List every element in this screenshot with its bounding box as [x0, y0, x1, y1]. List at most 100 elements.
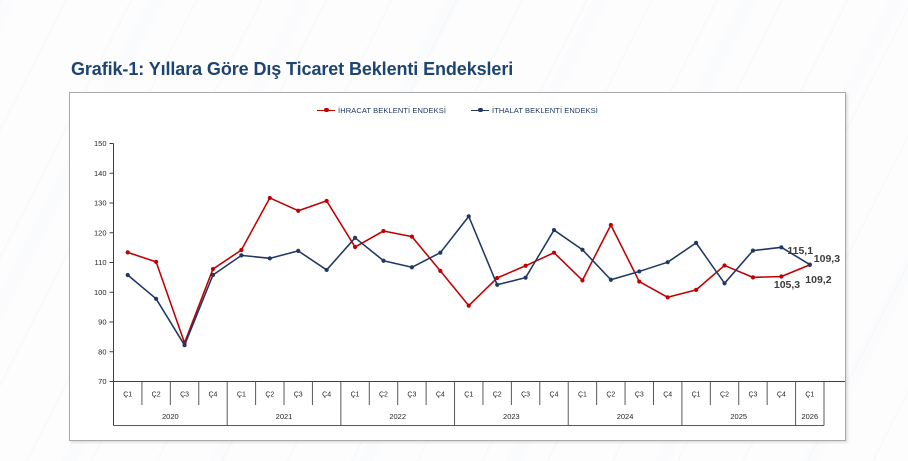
y-axis-tick-label: 130 — [94, 199, 107, 208]
series-marker-ihracat — [495, 275, 500, 281]
legend-dot-ihracat-icon — [324, 107, 329, 113]
x-axis-quarter-label: Ç3 — [294, 392, 303, 399]
x-axis-quarter-label: Ç2 — [493, 392, 502, 399]
series-marker-ihracat — [779, 274, 784, 279]
series-marker-ithalat — [637, 269, 642, 274]
x-axis-year-label: 2023 — [503, 412, 520, 421]
legend-dot-ithalat-icon — [478, 107, 483, 113]
chart-legend: İHRACAT BEKLENTİ ENDEKSİ İTHALAT BEKLENT… — [70, 106, 845, 115]
series-marker-ithalat — [154, 296, 159, 301]
series-marker-ithalat — [779, 245, 784, 250]
series-marker-ithalat — [267, 256, 272, 261]
series-marker-ithalat — [551, 227, 557, 233]
x-axis-quarter-label: Ç4 — [777, 392, 786, 399]
series-marker-ithalat — [324, 267, 329, 273]
x-axis-quarter-label: Ç3 — [407, 392, 416, 399]
y-axis-tick-label: 150 — [94, 139, 107, 148]
page-title: Grafik-1: Yıllara Göre Dış Ticaret Bekle… — [71, 59, 514, 79]
legend-item-ithalat: İTHALAT BEKLENTİ ENDEKSİ — [471, 106, 598, 115]
series-marker-ihracat — [381, 228, 386, 234]
x-axis-quarter-label: Ç2 — [379, 392, 388, 399]
series-marker-ithalat — [694, 240, 699, 245]
series-marker-ithalat — [182, 343, 187, 348]
series-marker-ithalat — [239, 253, 244, 258]
x-axis-quarter-label: Ç1 — [464, 392, 473, 399]
x-axis-quarter-label: Ç2 — [152, 392, 161, 399]
data-label: 115,1 — [787, 245, 813, 257]
series-marker-ithalat — [722, 281, 727, 286]
x-axis-quarter-label: Ç4 — [436, 392, 445, 399]
series-marker-ihracat — [324, 198, 329, 204]
series-marker-ihracat — [637, 279, 642, 284]
x-axis-year-label: 2021 — [276, 412, 293, 421]
x-axis-quarter-label: Ç4 — [550, 392, 559, 399]
series-marker-ithalat — [466, 214, 471, 219]
series-line-ihracat — [127, 197, 811, 344]
legend-label-ithalat: İTHALAT BEKLENTİ ENDEKSİ — [492, 105, 598, 115]
series-marker-ithalat — [580, 247, 585, 252]
series-marker-ithalat — [608, 277, 613, 282]
series-marker-ihracat — [523, 263, 528, 268]
legend-label-ihracat: İHRACAT BEKLENTİ ENDEKSİ — [338, 105, 447, 115]
series-marker-ihracat — [750, 275, 756, 280]
series-marker-ihracat — [409, 234, 415, 239]
x-axis-quarter-label: Ç3 — [180, 392, 189, 399]
series-marker-ihracat — [608, 222, 613, 228]
series-marker-ihracat — [438, 268, 443, 273]
x-axis-quarter-label: Ç1 — [351, 392, 360, 399]
series-marker-ithalat — [665, 260, 670, 265]
series-marker-ihracat — [665, 295, 670, 300]
series-marker-ihracat — [466, 303, 471, 308]
chart-container: İHRACAT BEKLENTİ ENDEKSİ İTHALAT BEKLENT… — [69, 92, 846, 441]
x-axis-quarter-label: Ç1 — [123, 392, 132, 399]
legend-marker-ihracat — [317, 107, 336, 114]
series-marker-ithalat — [523, 275, 528, 280]
x-axis-year-label: 2024 — [617, 412, 634, 421]
x-axis-quarter-label: Ç1 — [578, 392, 587, 399]
series-marker-ithalat — [495, 282, 500, 287]
x-axis-quarter-label: Ç4 — [208, 392, 217, 399]
series-marker-ihracat — [352, 244, 358, 250]
series-marker-ihracat — [210, 266, 216, 272]
x-axis-quarter-label: Ç2 — [606, 392, 615, 399]
x-axis-year-label: 2020 — [162, 412, 179, 421]
legend-item-ihracat: İHRACAT BEKLENTİ ENDEKSİ — [317, 106, 446, 115]
x-axis-quarter-label: Ç1 — [692, 392, 701, 399]
series-marker-ithalat — [409, 265, 415, 270]
series-marker-ithalat — [125, 272, 130, 278]
y-axis-tick-label: 110 — [95, 258, 107, 267]
x-axis-quarter-label: Ç1 — [237, 392, 246, 399]
series-marker-ithalat — [352, 235, 358, 240]
x-axis-year-label: 2022 — [389, 412, 406, 421]
x-axis-quarter-label: Ç4 — [663, 392, 672, 399]
x-axis-quarter-label: Ç2 — [720, 392, 729, 399]
series-marker-ihracat — [154, 259, 159, 264]
data-label: 105,3 — [774, 279, 800, 291]
x-axis-year-label: 2025 — [730, 412, 747, 421]
x-axis-quarter-label: Ç1 — [805, 392, 814, 399]
x-axis-quarter-label: Ç3 — [521, 392, 530, 399]
series-marker-ithalat — [807, 262, 812, 267]
y-axis-tick-label: 140 — [94, 169, 107, 178]
series-marker-ithalat — [296, 248, 301, 253]
series-marker-ithalat — [210, 272, 216, 278]
series-marker-ihracat — [551, 250, 557, 255]
series-marker-ihracat — [296, 208, 301, 213]
x-axis-quarter-label: Ç4 — [322, 392, 331, 399]
data-label: 109,3 — [814, 253, 840, 265]
series-marker-ithalat — [750, 248, 756, 253]
data-label: 109,2 — [805, 274, 831, 286]
series-marker-ihracat — [694, 287, 699, 292]
line-chart-plot: 70 80 90 100 110 120 130 140 150 Ç1 Ç2 Ç3 Ç4 2020 Ç1 Ç2… — [94, 139, 845, 426]
series-marker-ihracat — [722, 263, 727, 268]
y-axis-tick-label: 120 — [94, 228, 107, 237]
legend-marker-ithalat — [471, 107, 490, 114]
series-marker-ihracat — [125, 250, 130, 255]
x-axis-year-label: 2026 — [801, 412, 818, 421]
x-axis-quarter-label: Ç2 — [265, 392, 274, 399]
series-marker-ihracat — [267, 195, 272, 201]
series-marker-ihracat — [239, 247, 244, 253]
y-axis-tick-label: 90 — [98, 318, 106, 327]
y-axis-tick-label: 70 — [98, 377, 106, 386]
x-axis-quarter-label: Ç3 — [635, 392, 644, 399]
